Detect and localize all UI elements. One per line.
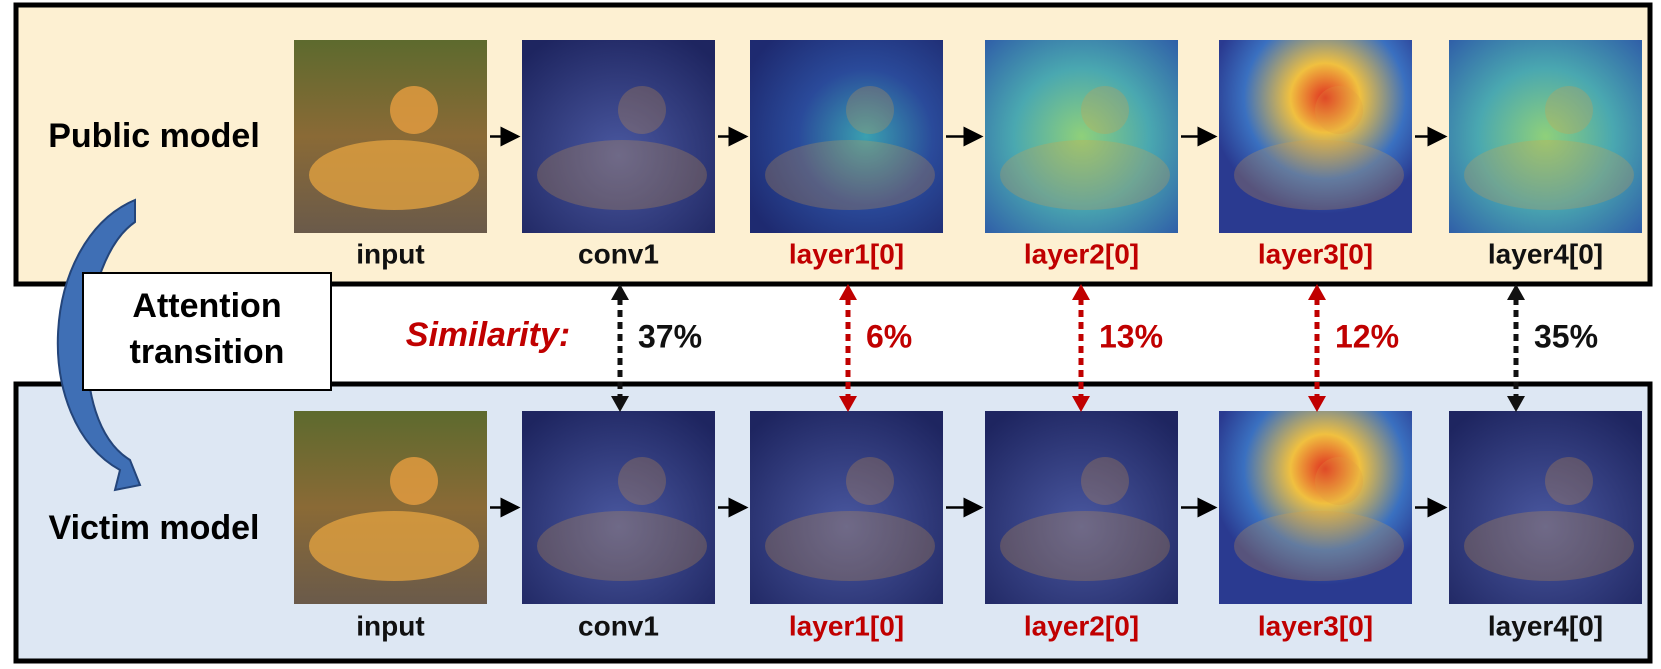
- tiger-shape: [765, 511, 935, 581]
- arrow-head: [1507, 284, 1525, 300]
- similarity-value: 35%: [1534, 318, 1598, 354]
- feature-image: [985, 40, 1178, 233]
- tiger-shape: [765, 140, 935, 210]
- feature-image: [522, 411, 715, 604]
- layer-label: conv1: [578, 610, 659, 641]
- tiger-head: [1315, 457, 1363, 505]
- feature-image: [750, 411, 943, 604]
- similarity-value: 12%: [1335, 318, 1399, 354]
- arrow-head: [1507, 396, 1525, 412]
- arrow-head: [839, 396, 857, 412]
- feature-image: [750, 40, 943, 233]
- similarity-value: 13%: [1099, 318, 1163, 354]
- feature-image: [1219, 40, 1412, 233]
- similarity-value: 37%: [638, 318, 702, 354]
- similarity-label: Similarity:: [406, 316, 570, 354]
- tiger-shape: [1464, 140, 1634, 210]
- arrow-head: [839, 284, 857, 300]
- tiger-head: [618, 86, 666, 134]
- arrow-head: [611, 396, 629, 412]
- layer-label: layer4[0]: [1488, 610, 1603, 641]
- layer-label: layer3[0]: [1258, 238, 1373, 269]
- tiger-head: [390, 457, 438, 505]
- similarity-value: 6%: [866, 318, 912, 354]
- victim-label: Victim model: [49, 509, 260, 547]
- tiger-shape: [1234, 511, 1404, 581]
- tiger-shape: [537, 140, 707, 210]
- tiger-head: [1081, 457, 1129, 505]
- tiger-shape: [537, 511, 707, 581]
- tiger-shape: [309, 511, 479, 581]
- layer-label: layer2[0]: [1024, 610, 1139, 641]
- feature-image: [1219, 411, 1412, 604]
- tiger-shape: [1000, 511, 1170, 581]
- layer-label: input: [356, 610, 424, 641]
- tiger-shape: [1464, 511, 1634, 581]
- tiger-head: [390, 86, 438, 134]
- tiger-head: [618, 457, 666, 505]
- tiger-head: [1315, 86, 1363, 134]
- tiger-head: [846, 86, 894, 134]
- feature-image: [985, 411, 1178, 604]
- layer-label: layer2[0]: [1024, 238, 1139, 269]
- transition-box: [82, 272, 332, 391]
- layer-label: layer3[0]: [1258, 610, 1373, 641]
- feature-image: [1449, 40, 1642, 233]
- layer-label: layer1[0]: [789, 610, 904, 641]
- layer-label: input: [356, 238, 424, 269]
- public-label: Public model: [48, 117, 260, 155]
- feature-image: [522, 40, 715, 233]
- feature-image: [1449, 411, 1642, 604]
- tiger-shape: [309, 140, 479, 210]
- tiger-shape: [1234, 140, 1404, 210]
- tiger-head: [1545, 86, 1593, 134]
- layer-label: conv1: [578, 238, 659, 269]
- layer-label: layer1[0]: [789, 238, 904, 269]
- tiger-head: [1081, 86, 1129, 134]
- transition-line: transition: [130, 333, 285, 371]
- transition-line: Attention: [132, 287, 281, 325]
- tiger-head: [1545, 457, 1593, 505]
- arrow-head: [611, 284, 629, 300]
- tiger-head: [846, 457, 894, 505]
- tiger-shape: [1000, 140, 1170, 210]
- arrow-head: [1308, 396, 1326, 412]
- arrow-head: [1072, 396, 1090, 412]
- arrow-head: [1072, 284, 1090, 300]
- arrow-head: [1308, 284, 1326, 300]
- layer-label: layer4[0]: [1488, 238, 1603, 269]
